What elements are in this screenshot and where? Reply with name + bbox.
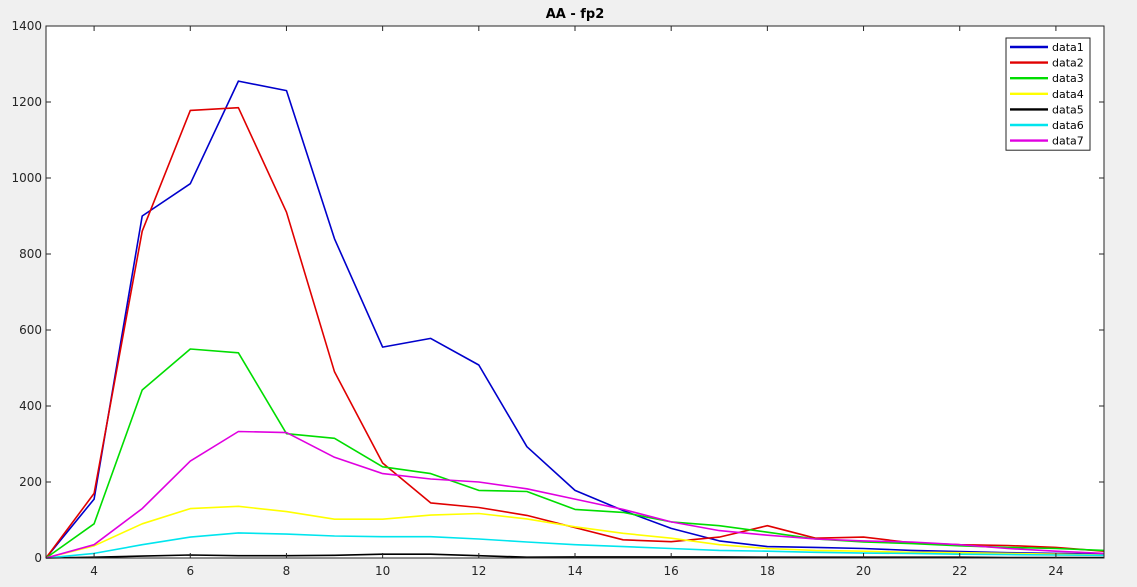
series-line-data6: [45, 532, 1105, 559]
chart-title: AA - fp2: [546, 7, 605, 22]
y-tick-label: 200: [19, 475, 42, 489]
legend-label-data4: data4: [1052, 88, 1084, 101]
y-tick-label: 600: [19, 323, 42, 337]
x-tick-label: 12: [471, 564, 486, 578]
legend-label-data5: data5: [1052, 103, 1084, 116]
series-line-data7: [45, 430, 1105, 559]
y-tick-label: 1000: [11, 171, 42, 185]
axes-layer: 4 6 8 10 12 14 16 18 20 22 24 0 200 400 600 800 1000 1200…: [11, 19, 1105, 578]
x-tick-label: 8: [283, 564, 291, 578]
y-tick-label: 1200: [11, 95, 42, 109]
legend-label-data1: data1: [1052, 41, 1084, 54]
x-tick-label: 6: [186, 564, 194, 578]
x-tick-label: 18: [760, 564, 775, 578]
legend-label-data7: data7: [1052, 135, 1084, 148]
y-tick-label: 400: [19, 399, 42, 413]
series-line-data1: [45, 80, 1105, 559]
legend-label-data2: data2: [1052, 57, 1084, 70]
series-line-data3: [45, 348, 1105, 559]
legend-label-data6: data6: [1052, 119, 1084, 132]
series-line-data4: [45, 505, 1105, 559]
x-tick-label: 16: [664, 564, 679, 578]
legend-label-data3: data3: [1052, 72, 1084, 85]
legend[interactable]: data1 data2 data3 data4 data5 data6 data7: [1005, 37, 1091, 151]
y-tick-label: 800: [19, 247, 42, 261]
y-tick-label: 1400: [11, 19, 42, 33]
y-tick-label: 0: [34, 551, 42, 565]
x-tick-label: 14: [567, 564, 582, 578]
x-tick-label: 4: [90, 564, 98, 578]
x-tick-label: 10: [375, 564, 390, 578]
x-tick-label: 20: [856, 564, 871, 578]
x-tick-label: 22: [952, 564, 967, 578]
x-tick-label: 24: [1048, 564, 1063, 578]
plot-area: [46, 26, 1104, 558]
